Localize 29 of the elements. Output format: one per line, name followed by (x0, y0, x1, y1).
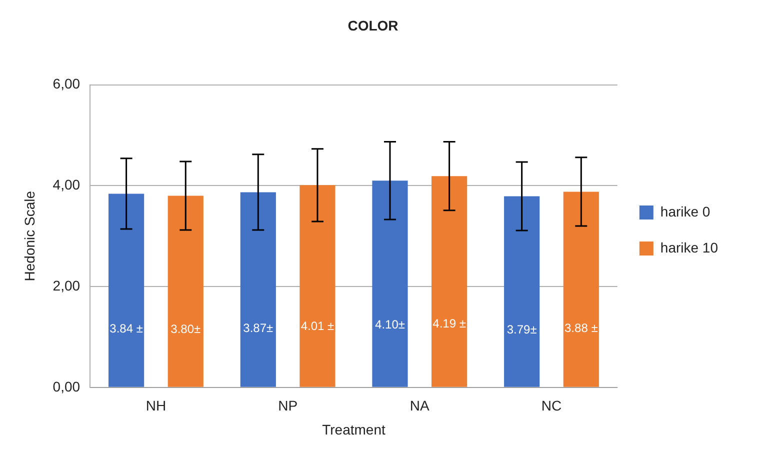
data-label: 4.10± (375, 318, 406, 332)
x-axis-title: Treatment (322, 421, 386, 438)
x-tick-label: NP (278, 398, 298, 414)
x-tick-label: NH (146, 398, 166, 414)
data-label: 3.79± (506, 322, 538, 336)
data-label: 4.01 ± (300, 319, 335, 334)
legend-label: harike 10 (660, 239, 718, 256)
legend-label: harike 0 (660, 203, 710, 220)
y-tick-label: 2,00 (52, 277, 80, 294)
data-label: 3.87± (243, 321, 274, 336)
x-tick-label: NA (410, 398, 430, 414)
bar (108, 194, 144, 387)
data-label: 3.88 ± (564, 321, 598, 336)
bar (372, 180, 408, 387)
data-label: 3.84 ± (110, 322, 144, 336)
x-tick-label: NC (541, 398, 562, 414)
data-label: 4.19 ± (432, 316, 466, 330)
bar (240, 192, 276, 387)
y-tick-label: 0,00 (52, 378, 80, 394)
y-tick-label: 4,00 (52, 176, 80, 193)
bar (300, 185, 336, 387)
bar (432, 176, 468, 387)
bar (504, 196, 540, 387)
bar (563, 192, 599, 387)
y-tick-label: 6,00 (52, 76, 80, 92)
data-label: 3.80± (170, 322, 202, 336)
chart-title: COLOR (348, 17, 398, 34)
bar (168, 196, 204, 387)
y-axis-title: Hedonic Scale (21, 190, 38, 282)
